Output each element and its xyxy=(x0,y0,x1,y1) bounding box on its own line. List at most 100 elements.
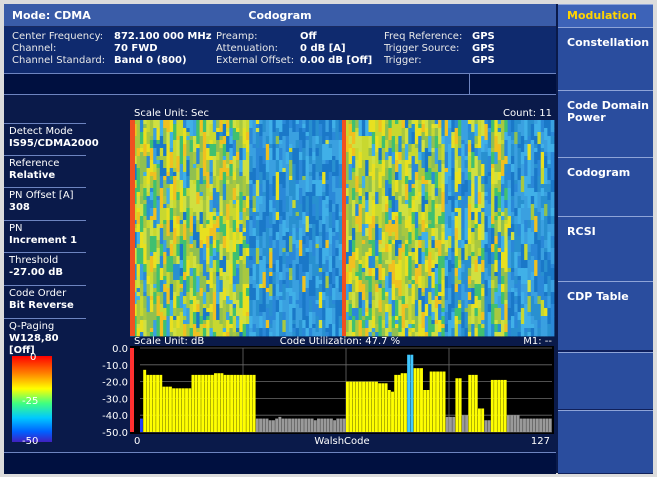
codogram-cell xyxy=(305,140,310,157)
bar-walsh-code-87 xyxy=(420,368,423,432)
softkey-modulation[interactable]: Modulation xyxy=(558,4,653,28)
codogram-cell xyxy=(361,320,366,329)
codogram-cell xyxy=(444,184,449,193)
codogram-cell xyxy=(282,240,287,249)
codogram-cell xyxy=(371,200,376,217)
codogram-cell xyxy=(461,172,465,185)
param-value: W128,80 [Off] xyxy=(9,333,59,356)
codogram-cell xyxy=(431,260,436,269)
codogram-cell xyxy=(143,308,147,321)
codogram-cell xyxy=(438,148,442,161)
codogram-cell xyxy=(391,260,396,269)
bar-walsh-code-31 xyxy=(239,374,243,432)
codogram-cell xyxy=(179,292,184,309)
codogram-cell xyxy=(242,188,247,197)
softkey-codogram[interactable]: Codogram xyxy=(558,157,653,217)
codogram-cell xyxy=(477,148,482,161)
codogram-cell xyxy=(173,256,177,265)
codogram-cell xyxy=(520,256,525,269)
bar-walsh-code-83 xyxy=(407,354,411,432)
bar-walsh-code-22 xyxy=(210,374,214,432)
codogram-cell xyxy=(332,256,336,269)
codogram-cell xyxy=(133,228,138,233)
codogram-cell xyxy=(481,240,485,249)
codogram-cell xyxy=(163,176,167,181)
codogram-cell xyxy=(385,180,389,197)
softkey-empty-1[interactable] xyxy=(558,352,653,410)
codogram-cell xyxy=(149,200,154,209)
codogram-cell xyxy=(262,312,267,329)
codogram-cell xyxy=(279,184,283,201)
codogram-cell xyxy=(259,236,263,249)
codogram-cell xyxy=(507,120,512,137)
codogram-cell xyxy=(338,292,343,301)
codogram-cell xyxy=(189,180,194,193)
codogram-cell xyxy=(467,156,472,173)
codogram-cell xyxy=(504,172,509,181)
codogram-cell xyxy=(361,196,366,209)
softkey-rcsi[interactable]: RCSI xyxy=(558,216,653,282)
codogram-cell xyxy=(265,292,270,305)
softkey-empty-2[interactable] xyxy=(558,410,653,474)
codogram-cell xyxy=(173,292,177,297)
codogram-cell xyxy=(179,136,184,149)
codogram-cell xyxy=(325,320,330,329)
codogram-cell xyxy=(143,280,147,293)
codogram-cell xyxy=(318,152,323,157)
marker-readout: M1: -- xyxy=(523,336,552,347)
codogram-cell xyxy=(325,204,330,209)
codogram-cell xyxy=(484,196,489,201)
codogram-cell xyxy=(226,120,230,129)
codogram-cell xyxy=(540,224,545,237)
codogram-cell xyxy=(424,248,429,257)
codogram-cell xyxy=(365,212,369,225)
codogram-cell xyxy=(510,300,515,317)
codogram-cell xyxy=(282,120,287,125)
codogram-cell xyxy=(189,120,194,137)
codogram-cell xyxy=(491,184,495,201)
codogram-cell xyxy=(143,228,147,245)
codogram-cell xyxy=(298,264,303,269)
codogram-cell xyxy=(236,332,240,337)
codogram-cell xyxy=(275,260,280,273)
codogram-cell xyxy=(312,296,316,305)
codogram-cell xyxy=(371,156,376,165)
bar-walsh-code-61 xyxy=(336,418,340,432)
codogram-cell xyxy=(418,224,422,237)
codogram-cell xyxy=(156,296,161,309)
codogram-cell xyxy=(209,192,214,197)
codogram-cell xyxy=(517,120,522,125)
codogram-cell xyxy=(388,272,393,289)
softkey-cdp-table[interactable]: CDP Table xyxy=(558,281,653,351)
codogram-cell xyxy=(464,144,469,157)
codogram-cell xyxy=(514,208,518,217)
bar-walsh-code-6 xyxy=(159,374,163,432)
codogram-cell xyxy=(239,136,244,149)
codogram-cell xyxy=(282,200,287,213)
codogram-cell xyxy=(186,212,191,229)
softkey-constellation[interactable]: Constellation xyxy=(558,27,653,91)
codogram-cell xyxy=(143,292,147,297)
codogram-cell xyxy=(408,256,412,269)
codogram-cell xyxy=(368,204,373,217)
codogram-cell xyxy=(196,220,200,233)
codogram-cell xyxy=(408,180,412,193)
codogram-cell xyxy=(292,244,297,261)
codogram-cell xyxy=(242,208,247,213)
codogram-cell xyxy=(199,136,204,153)
codogram-cell xyxy=(133,220,138,225)
codogram-cell xyxy=(484,224,489,233)
codogram-cell xyxy=(504,300,509,305)
softkey-code-domain-power[interactable]: Code Domain Power xyxy=(558,90,653,158)
codogram-cell xyxy=(275,288,280,297)
codogram-cell xyxy=(332,268,336,285)
codogram-cell xyxy=(544,200,548,205)
codogram-cell xyxy=(236,264,240,269)
codogram-cell xyxy=(269,252,273,269)
codogram-cell xyxy=(474,188,479,205)
codogram-cell xyxy=(404,256,409,261)
codogram-cell xyxy=(255,220,260,237)
codogram-cell xyxy=(249,236,253,249)
codogram-cell xyxy=(338,212,343,217)
codogram-cell xyxy=(520,176,525,193)
